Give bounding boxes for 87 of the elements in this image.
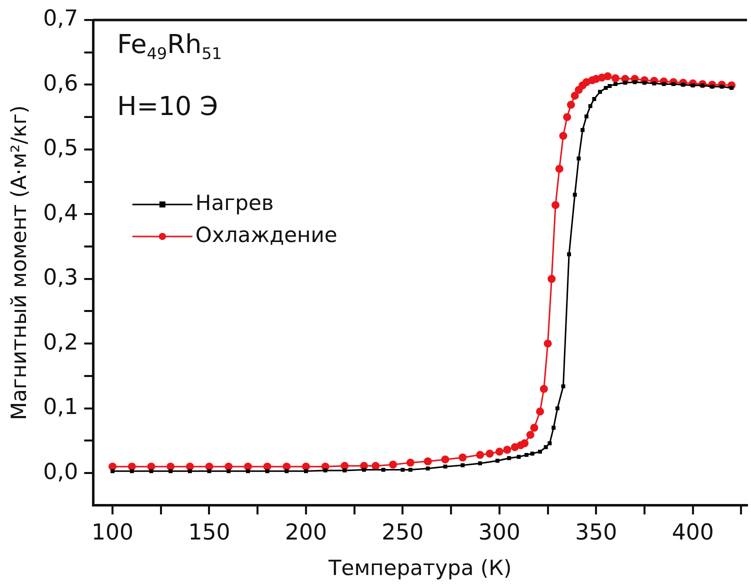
point	[503, 446, 512, 454]
point	[530, 424, 538, 432]
y-axis-title: Магнитный момент (А·м²/кг)	[7, 105, 32, 420]
point	[642, 80, 646, 85]
y-tick-label: 0,6	[43, 71, 78, 96]
point	[476, 450, 484, 459]
point	[555, 406, 560, 410]
point	[544, 340, 552, 348]
point	[611, 74, 620, 82]
point	[362, 468, 366, 472]
y-tick-label: 0,1	[43, 395, 78, 420]
point	[613, 82, 618, 86]
point	[507, 456, 512, 460]
y-tick-label: 0,5	[43, 136, 78, 162]
point	[524, 452, 528, 457]
point	[426, 466, 430, 470]
point	[584, 114, 588, 118]
x-tick-label: 350	[575, 520, 618, 546]
point	[730, 86, 734, 90]
point	[559, 132, 568, 140]
point	[460, 463, 465, 468]
point	[563, 113, 572, 122]
point	[168, 469, 173, 474]
point	[284, 469, 289, 474]
point	[478, 461, 482, 466]
point	[662, 82, 666, 86]
point	[576, 156, 581, 160]
x-tick-label: 100	[92, 520, 134, 546]
point	[570, 92, 579, 100]
point	[246, 469, 250, 474]
x-tick-label: 250	[382, 520, 424, 546]
point	[265, 469, 270, 474]
point	[389, 460, 398, 469]
point	[555, 164, 564, 173]
point	[608, 84, 612, 88]
point	[400, 468, 405, 472]
point	[632, 80, 637, 84]
point	[544, 445, 548, 450]
point	[530, 452, 534, 456]
point	[540, 384, 548, 393]
point	[552, 201, 560, 210]
point	[588, 104, 592, 108]
y-tick-label: 0,0	[43, 460, 78, 485]
point	[520, 439, 529, 448]
point	[304, 469, 308, 474]
y-tick-label: 0,4	[43, 200, 78, 226]
y-tick-label: 0,7	[43, 6, 78, 32]
annotation: H=10 Э	[117, 92, 218, 122]
point	[458, 454, 467, 462]
y-tick-label: 0,2	[43, 330, 78, 356]
y-tick-label: 0,3	[43, 266, 78, 291]
point	[598, 90, 602, 94]
x-axis-title: Температура (К)	[327, 556, 512, 580]
point	[526, 430, 534, 439]
point	[566, 100, 575, 109]
point	[486, 450, 494, 458]
x-tick-label: 300	[478, 520, 520, 546]
point	[538, 450, 542, 454]
point	[188, 469, 192, 474]
point	[424, 457, 432, 466]
point	[323, 468, 328, 472]
point	[381, 468, 386, 472]
legend-label: Охлаждение	[195, 222, 338, 247]
point	[652, 81, 656, 86]
point	[536, 408, 544, 416]
point	[623, 80, 628, 85]
point	[226, 469, 231, 474]
point	[567, 252, 572, 256]
point	[604, 72, 612, 80]
point	[372, 462, 380, 470]
point	[149, 469, 154, 474]
point	[592, 96, 596, 101]
point	[130, 469, 134, 474]
x-tick-label: 200	[284, 520, 327, 546]
point	[604, 86, 608, 90]
point	[548, 274, 556, 283]
annotation: Fe$_{49}$Rh$_{51}$	[117, 30, 222, 64]
point	[495, 448, 504, 456]
x-tick-label: 400	[672, 520, 714, 546]
point	[110, 469, 115, 474]
point	[441, 455, 450, 464]
legend-label: Нагрев	[195, 190, 274, 215]
point	[408, 468, 412, 472]
x-tick-label: 150	[188, 520, 230, 546]
point	[342, 468, 347, 472]
point	[406, 458, 414, 467]
point	[580, 128, 585, 132]
